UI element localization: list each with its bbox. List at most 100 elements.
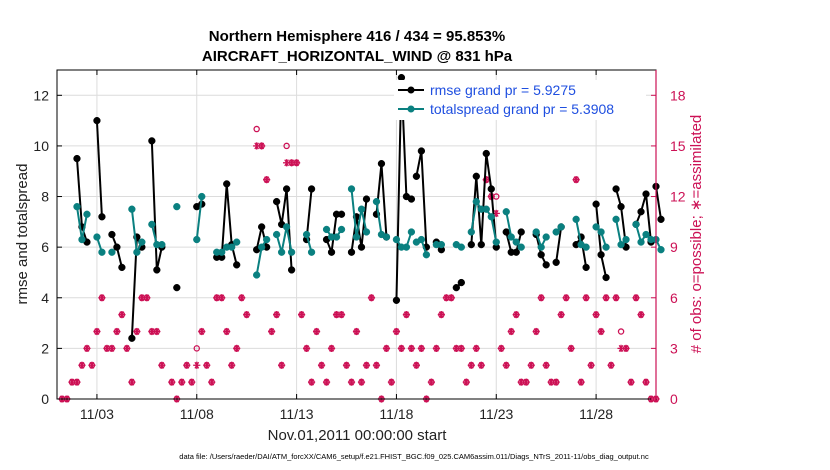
obs-assimilated-point — [577, 378, 585, 386]
rmse-series-point — [357, 243, 366, 251]
spread-series-point — [228, 243, 236, 251]
obs-assimilated-point — [412, 361, 420, 369]
obs-assimilated-point — [317, 361, 326, 369]
spread-series-point — [532, 228, 540, 236]
spread-series-point — [507, 233, 515, 241]
spread-series-point — [287, 248, 296, 256]
obs-assimilated-point — [307, 378, 316, 386]
spread-series-point — [542, 233, 550, 241]
spread-series-point — [637, 238, 645, 246]
legend-rmse-label: rmse grand pr = 5.9275 — [430, 82, 576, 98]
legend-box — [394, 80, 646, 120]
obs-assimilated-point — [382, 344, 391, 352]
x-tick-label: 11/23 — [479, 406, 513, 422]
rmse-series-point — [582, 263, 590, 272]
spread-series-point — [572, 215, 580, 223]
spread-series-point — [193, 235, 201, 244]
obs-assimilated-point — [592, 311, 600, 319]
obs-assimilated-point — [552, 378, 560, 386]
obs-assimilated-point — [512, 311, 520, 319]
obs-possible-point — [253, 125, 260, 133]
obs-assimilated-point — [228, 361, 236, 369]
spread-series-point — [482, 205, 490, 213]
rmse-series-point — [118, 263, 126, 272]
spread-series-point — [263, 235, 271, 244]
obs-assimilated-point — [88, 361, 96, 369]
obs-assimilated-point — [347, 378, 356, 386]
y-right-tick-label: 18 — [670, 87, 686, 103]
spread-series-point — [457, 243, 465, 251]
obs-assimilated-point — [98, 294, 106, 302]
spread-series-point — [148, 220, 156, 229]
legend-spread-label: totalspread grand pr = 5.3908 — [430, 101, 614, 117]
obs-assimilated-point — [193, 361, 201, 369]
obs-possible-point — [617, 328, 625, 335]
ticks-layer: 11/03 11/08 11/13 11/18 11/23 11/28 0 2 4 6 8 10 12 0… — [33, 70, 686, 422]
rmse-series-point — [272, 197, 281, 206]
obs-assimilated-point — [532, 327, 540, 336]
rmse-series-line — [150, 140, 163, 271]
spread-series-point — [622, 235, 630, 244]
obs-assimilated-point — [263, 176, 271, 184]
obs-assimilated-point — [542, 361, 550, 369]
obs-assimilated-point — [208, 378, 216, 386]
obs-assimilated-point — [582, 294, 590, 302]
obs-assimilated-point — [477, 361, 485, 369]
obs-assimilated-point — [567, 344, 575, 352]
obs-assimilated-point — [462, 378, 470, 386]
obs-assimilated-point — [387, 378, 396, 386]
rmse-series-point — [537, 251, 545, 259]
rmse-series-point — [637, 208, 645, 216]
obs-assimilated-point — [283, 159, 291, 167]
obs-assimilated-point — [93, 327, 101, 336]
obs-assimilated-point — [218, 294, 226, 302]
spread-series-point — [517, 243, 525, 251]
rmse-series-line — [415, 150, 428, 248]
obs-layer — [58, 125, 660, 403]
chart-title: Northern Hemisphere 416 / 434 = 95.853% — [209, 28, 505, 45]
obs-assimilated-point — [557, 311, 565, 319]
rmse-series-line — [655, 186, 662, 220]
y-right-tick-label: 3 — [670, 340, 678, 356]
obs-assimilated-point — [302, 344, 311, 352]
x-tick-label: 11/03 — [80, 406, 114, 422]
rmse-series-point — [597, 251, 605, 259]
spread-series-line — [195, 196, 203, 240]
spread-series-point — [472, 197, 480, 206]
rmse-series-point — [657, 215, 665, 223]
y-right-tick-label: 6 — [670, 290, 678, 306]
x-tick-label: 11/13 — [280, 406, 314, 422]
obs-assimilated-point — [627, 378, 635, 386]
obs-assimilated-point — [168, 378, 176, 386]
obs-assimilated-point — [233, 344, 241, 352]
rmse-series-point — [347, 248, 356, 256]
y-tick-label: 10 — [33, 138, 49, 154]
obs-assimilated-point — [183, 361, 191, 369]
rmse-series-point — [592, 200, 600, 208]
spread-series-point — [133, 248, 141, 256]
spread-series-point — [492, 238, 500, 246]
y-right-tick-label: 0 — [670, 391, 678, 407]
spread-series-point — [128, 205, 136, 213]
spread-series-point — [537, 243, 545, 251]
rmse-series-point — [472, 172, 480, 180]
rmse-series-point — [113, 243, 121, 251]
obs-assimilated-point — [203, 361, 211, 369]
obs-assimilated-point — [128, 378, 136, 386]
obs-assimilated-point — [73, 378, 81, 386]
spread-series-point — [352, 233, 361, 241]
spread-series-line — [130, 209, 143, 256]
obs-assimilated-point — [572, 176, 580, 184]
rmse-series-point — [417, 147, 426, 155]
spread-series-point — [557, 223, 565, 231]
rmse-series-line — [470, 153, 498, 248]
spread-series-point — [402, 243, 411, 251]
rmse-series-point — [258, 223, 266, 231]
obs-possible-point — [283, 142, 290, 150]
rmse-series-point — [397, 73, 406, 82]
rmse-series-point — [153, 266, 161, 274]
rmse-series-point — [377, 159, 386, 168]
series-layer — [73, 73, 665, 342]
